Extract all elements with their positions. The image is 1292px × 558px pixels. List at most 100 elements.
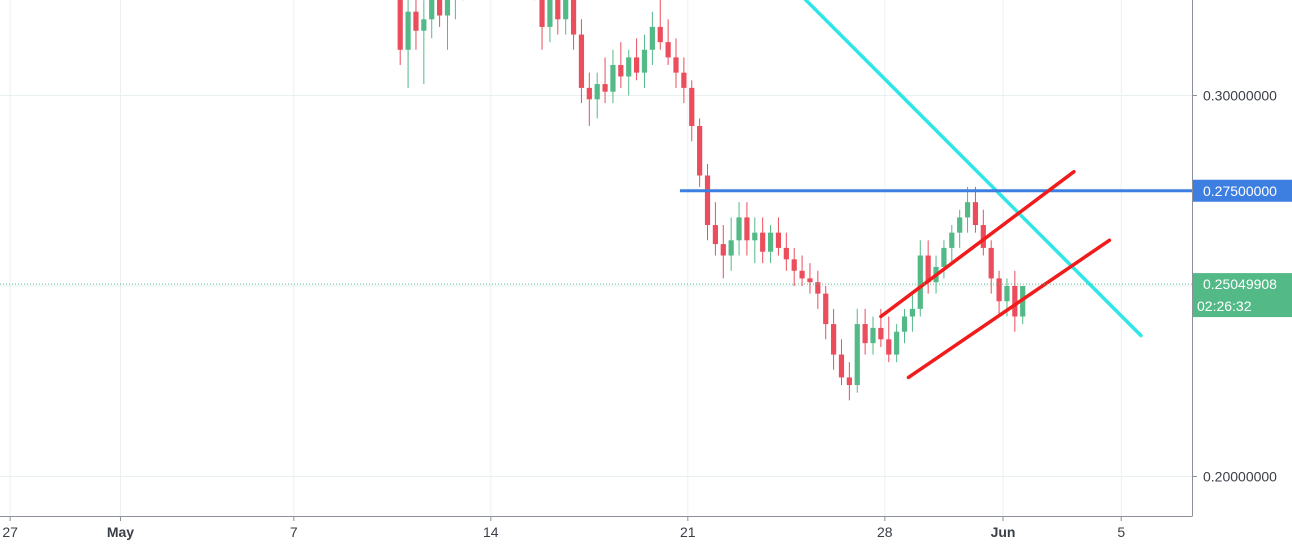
candle: [1020, 286, 1025, 324]
x-tick-label: 5: [1117, 524, 1125, 540]
candle: [626, 50, 631, 96]
candle: [595, 73, 600, 119]
candle-body-down: [886, 339, 891, 354]
candle-body-down: [784, 248, 789, 259]
candle-body-down: [799, 271, 804, 279]
x-tick-label: 14: [483, 524, 499, 540]
candle-body-up: [957, 217, 962, 232]
candle-body-up: [855, 324, 860, 385]
candle: [398, 0, 403, 65]
candle: [437, 0, 442, 27]
candle: [886, 316, 891, 362]
candle: [429, 0, 434, 38]
candle: [807, 263, 812, 293]
y-tick-label: 0.30000000: [1203, 88, 1277, 104]
candle: [744, 202, 749, 255]
candle-body-down: [437, 0, 442, 15]
candle-body-down: [989, 248, 994, 278]
candle: [957, 210, 962, 248]
candle-body-up: [870, 328, 875, 343]
candle-body-down: [398, 0, 403, 50]
candle: [413, 0, 418, 50]
candle: [618, 42, 623, 88]
candle-body-up: [563, 0, 568, 19]
candle: [1012, 271, 1017, 332]
candle-body-down: [697, 126, 702, 176]
candle-body-up: [445, 0, 450, 15]
candle: [721, 225, 726, 278]
candle-body-down: [689, 88, 694, 126]
candle: [776, 217, 781, 255]
candle: [713, 202, 718, 255]
candle-body-up: [910, 309, 915, 317]
candle: [705, 164, 710, 240]
candle-body-down: [823, 294, 828, 324]
candle: [689, 80, 694, 141]
candle-body-up: [729, 240, 734, 255]
candle: [863, 309, 868, 355]
candle: [973, 187, 978, 233]
candle: [965, 187, 970, 233]
candle: [539, 0, 544, 50]
candle: [666, 19, 671, 65]
candle-body-down: [713, 225, 718, 244]
grid: [0, 0, 1192, 516]
candle-body-down: [807, 278, 812, 282]
candle-body-up: [421, 19, 426, 30]
candle-body-down: [831, 324, 836, 354]
candle: [949, 225, 954, 263]
candle: [910, 294, 915, 332]
candle: [405, 0, 410, 88]
candle-body-down: [705, 176, 710, 226]
candle-body-down: [681, 73, 686, 88]
candle: [602, 57, 607, 103]
x-tick-label: May: [107, 524, 134, 540]
candle-body-down: [878, 328, 883, 339]
candle-body-down: [863, 324, 868, 343]
x-tick-label: 28: [877, 524, 893, 540]
y-tick-label: 0.20000000: [1203, 469, 1277, 485]
candle: [453, 0, 458, 19]
candle-body-down: [579, 35, 584, 88]
candle-body-down: [673, 57, 678, 72]
candle: [792, 248, 797, 286]
candle: [981, 210, 986, 256]
candle: [642, 35, 647, 88]
candle: [571, 0, 576, 50]
candle: [587, 73, 592, 126]
candle: [697, 118, 702, 187]
channel-lower-line[interactable]: [908, 240, 1109, 377]
candle-body-up: [736, 217, 741, 240]
candle: [634, 38, 639, 80]
candle: [894, 324, 899, 362]
candle-body-down: [658, 27, 663, 42]
candle: [839, 339, 844, 385]
candle: [752, 217, 757, 263]
channel-upper-line[interactable]: [881, 172, 1074, 317]
candle-body-up: [650, 27, 655, 50]
candle: [847, 362, 852, 400]
candle-body-down: [847, 377, 852, 385]
candle: [815, 271, 820, 309]
candle-body-down: [776, 233, 781, 248]
candle: [736, 202, 741, 255]
trendline[interactable]: [365, 0, 1141, 336]
candle-body-down: [792, 259, 797, 270]
candle-body-up: [626, 57, 631, 76]
candle-body-up: [918, 256, 923, 309]
countdown-label: 02:26:32: [1197, 298, 1252, 314]
candle-body-up: [768, 233, 773, 252]
candle-body-down: [634, 57, 639, 72]
candle: [673, 38, 678, 88]
candle-body-up: [965, 202, 970, 217]
candle-body-up: [547, 0, 552, 27]
candle: [870, 316, 875, 354]
candle-body-down: [996, 278, 1001, 301]
candle-body-up: [752, 233, 757, 241]
candle-body-down: [602, 84, 607, 92]
candle: [902, 309, 907, 343]
drawings: [365, 0, 1192, 377]
candle-body-up: [595, 84, 600, 99]
